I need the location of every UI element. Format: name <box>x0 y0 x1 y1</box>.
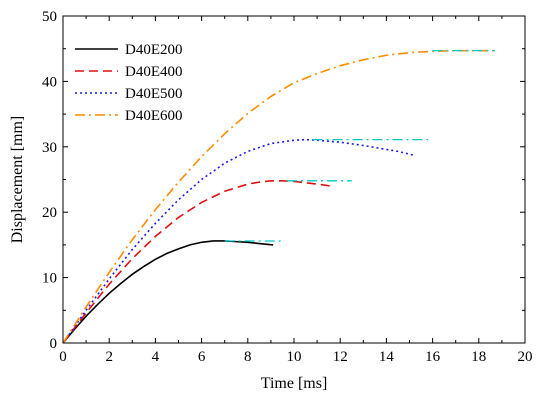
x-tick-label: 20 <box>518 349 533 365</box>
legend: D40E200 D40E400 D40E500 D40E600 <box>75 42 183 124</box>
series-line-d40e400 <box>62 180 332 344</box>
y-tick-label: 40 <box>42 74 57 90</box>
x-axis-title: Time [ms] <box>261 375 328 392</box>
legend-label-d40e500: D40E500 <box>125 86 183 102</box>
x-tick-label: 16 <box>425 349 441 365</box>
x-tick-label: 2 <box>105 349 113 365</box>
legend-label-d40e200: D40E200 <box>125 42 183 58</box>
y-tick-label: 20 <box>42 205 57 221</box>
x-tick-label: 6 <box>198 349 206 365</box>
y-tick-label: 0 <box>50 336 58 352</box>
y-tick-label: 30 <box>42 140 57 156</box>
x-tick-label: 12 <box>333 349 348 365</box>
legend-label-d40e600: D40E600 <box>125 108 183 124</box>
x-tick-label: 0 <box>59 349 67 365</box>
x-tick-label: 10 <box>287 349 302 365</box>
x-tick-label: 14 <box>379 349 395 365</box>
y-tick-label: 10 <box>42 271 57 287</box>
plot-lines <box>62 49 495 344</box>
legend-label-d40e400: D40E400 <box>125 64 183 80</box>
x-tick-label: 18 <box>471 349 486 365</box>
axis-ticks: 0 2 4 6 8 10 12 14 16 18 20 0 10 20 30 40 50 <box>42 9 533 365</box>
series-line-d40e500 <box>62 138 415 344</box>
x-tick-label: 8 <box>244 349 252 365</box>
y-tick-label: 50 <box>42 9 57 25</box>
x-tick-label: 4 <box>152 349 160 365</box>
y-axis-title: Displacement [mm] <box>9 116 26 244</box>
series-line-d40e200 <box>62 240 274 344</box>
